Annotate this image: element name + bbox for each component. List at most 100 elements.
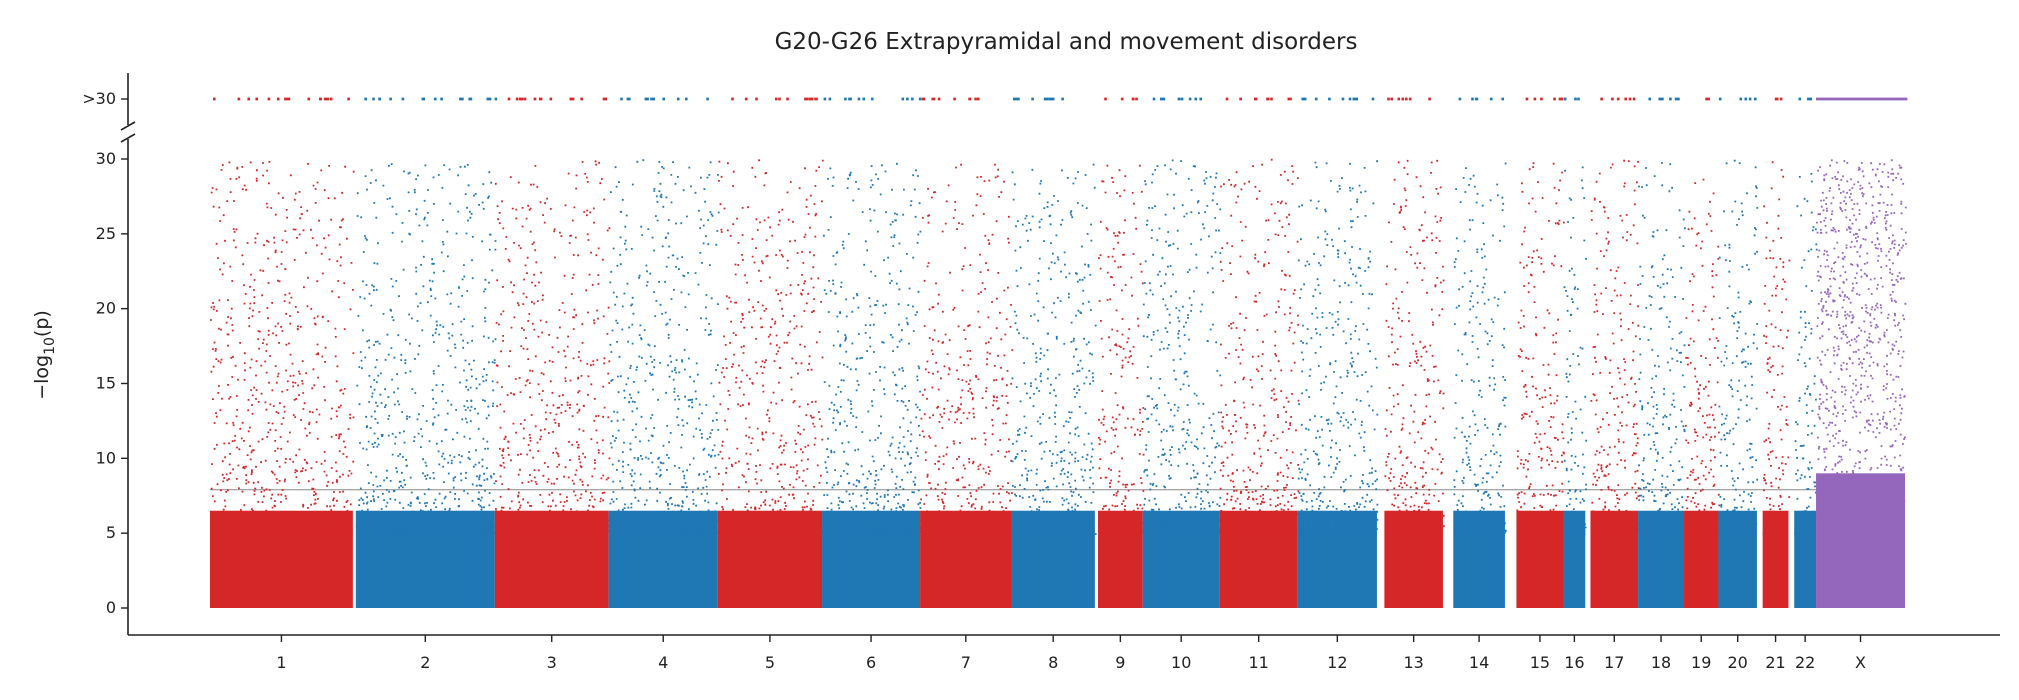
chromosome-9-points xyxy=(1097,97,1145,608)
chromosome-1-scatter xyxy=(210,161,355,536)
chromosome-8-scatter xyxy=(1011,163,1097,536)
chromosome-16-points xyxy=(1563,97,1588,608)
chromosome-6-points xyxy=(822,97,922,608)
chromosome-17-scatter xyxy=(1590,159,1640,536)
chromosome-18-dense-band xyxy=(1638,510,1685,608)
x-tick-label-chr13: 13 xyxy=(1403,653,1423,672)
chromosome-22-points xyxy=(1794,97,1818,608)
chromosome-5-dense-band xyxy=(717,510,823,608)
x-tick-label-chr6: 6 xyxy=(866,653,876,672)
chromosome-5-capped-points xyxy=(731,97,818,101)
chromosome-20-scatter xyxy=(1718,159,1759,536)
chart-title: G20-G26 Extrapyramidal and movement diso… xyxy=(775,29,1358,55)
chromosome-13-capped-points xyxy=(1387,97,1431,101)
chromosome-7-capped-points xyxy=(921,97,980,101)
x-tick-label-chr7: 7 xyxy=(961,653,971,672)
chromosome-8-points xyxy=(1011,97,1097,608)
x-tick-label-chr5: 5 xyxy=(765,653,775,672)
chromosome-20-dense-band xyxy=(1718,510,1757,608)
chromosome-15-dense-band xyxy=(1516,510,1564,608)
chromosome-22-scatter xyxy=(1794,173,1818,536)
chromosome-8-capped-points xyxy=(1013,97,1064,101)
chromosome-5-scatter xyxy=(718,159,824,536)
chromosome-2-capped-points xyxy=(364,97,498,101)
y-tick-label: 20 xyxy=(96,299,116,318)
x-tick-label-chrX: X xyxy=(1855,653,1866,672)
chromosome-3-points xyxy=(494,97,611,608)
chromosome-21-points xyxy=(1762,97,1791,608)
y-tick-label: 30 xyxy=(96,149,116,168)
chromosome-4-scatter xyxy=(609,159,720,536)
chromosome-7-points xyxy=(920,97,1014,608)
y-axis-label-rest: (p) xyxy=(31,310,53,337)
chromosome-14-capped-points xyxy=(1458,97,1504,101)
axis-break-mark-lower xyxy=(120,133,136,143)
chromosome-10-capped-points xyxy=(1152,97,1202,101)
svg-text:−log10(p): −log10(p) xyxy=(31,310,58,400)
y-axis-label-base: −log xyxy=(31,355,53,400)
chromosome-19-capped-points xyxy=(1705,97,1710,101)
chromosome-6-dense-band xyxy=(822,510,921,608)
x-tick-label-chr21: 21 xyxy=(1765,653,1785,672)
y-tick-label: 10 xyxy=(96,448,116,467)
chromosome-10-dense-band xyxy=(1142,510,1220,608)
chromosome-10-points xyxy=(1142,97,1222,608)
chromosome-13-dense-band xyxy=(1384,510,1443,608)
chromosome-17-dense-band xyxy=(1590,510,1639,608)
x-tick-label-chr9: 9 xyxy=(1115,653,1125,672)
chromosome-12-points xyxy=(1297,97,1379,608)
x-axis-ticks: 1 2 3 4 5 6 7 8 9 10 11 12 13 14 15 16 17 18 19 20 21 22 X xyxy=(276,635,1866,672)
chromosome-1-capped-points xyxy=(213,97,350,101)
chromosome-9-capped-points xyxy=(1104,97,1138,101)
x-tick-label-chr18: 18 xyxy=(1651,653,1671,672)
axes xyxy=(120,73,2000,636)
y-tick-label: 25 xyxy=(96,224,116,243)
chromosome-2-scatter xyxy=(355,163,497,536)
chromosome-15-points xyxy=(1516,97,1565,608)
chromosome-11-capped-points xyxy=(1225,97,1292,101)
chromosome-12-dense-band xyxy=(1297,510,1377,608)
x-tick-label-chr20: 20 xyxy=(1728,653,1748,672)
chromosome-16-dense-band xyxy=(1563,510,1586,608)
chromosome-8-dense-band xyxy=(1011,510,1095,608)
chromosome-17-points xyxy=(1590,97,1640,608)
chromosome-7-dense-band xyxy=(920,510,1012,608)
chromosome-4-capped-points xyxy=(620,97,709,101)
chromosome-16-scatter xyxy=(1563,166,1588,536)
chromosome-19-points xyxy=(1684,97,1721,608)
chromosome-15-capped-points xyxy=(1525,97,1564,101)
chromosome-3-capped-points xyxy=(507,97,607,101)
x-tick-label-chr8: 8 xyxy=(1048,653,1058,672)
chromosome-22-dense-band xyxy=(1794,510,1817,608)
chromosome-19-scatter xyxy=(1684,178,1721,536)
y-axis-ticks: 0 5 10 15 20 25 30 >30 xyxy=(82,89,128,617)
chromosome-15-scatter xyxy=(1516,162,1565,536)
chromosome-7-scatter xyxy=(920,163,1014,536)
chromosome-4-points xyxy=(608,97,720,608)
chromosome-16-capped-points xyxy=(1563,97,1580,101)
chromosome-14-dense-band xyxy=(1453,510,1505,608)
y-tick-label: 15 xyxy=(96,374,116,393)
chromosome-13-scatter xyxy=(1384,159,1445,536)
y-axis-label-sub: 10 xyxy=(42,337,58,355)
chromosome-12-capped-points xyxy=(1301,97,1375,101)
chromosome-3-scatter xyxy=(494,160,611,536)
chromosome-17-capped-points xyxy=(1600,97,1636,101)
chromosome-9-dense-band xyxy=(1097,510,1143,608)
chromosome-20-points xyxy=(1718,97,1759,608)
chromosome-X-scatter xyxy=(1816,159,1907,520)
y-tick-label: 5 xyxy=(106,523,116,542)
chromosome-19-dense-band xyxy=(1684,510,1719,608)
x-tick-label-chr14: 14 xyxy=(1469,653,1489,672)
chromosome-6-capped-points xyxy=(823,97,922,101)
chromosome-10-scatter xyxy=(1142,159,1222,536)
y-tick-label-capped: >30 xyxy=(82,89,116,108)
chromosome-21-capped-points xyxy=(1774,97,1783,101)
x-tick-label-chr10: 10 xyxy=(1171,653,1191,672)
axis-break-mark-upper xyxy=(120,121,136,131)
x-tick-label-chr16: 16 xyxy=(1564,653,1584,672)
chromosome-18-points xyxy=(1638,97,1686,608)
chromosome-6-scatter xyxy=(822,162,922,536)
chromosome-20-capped-points xyxy=(1718,97,1757,101)
